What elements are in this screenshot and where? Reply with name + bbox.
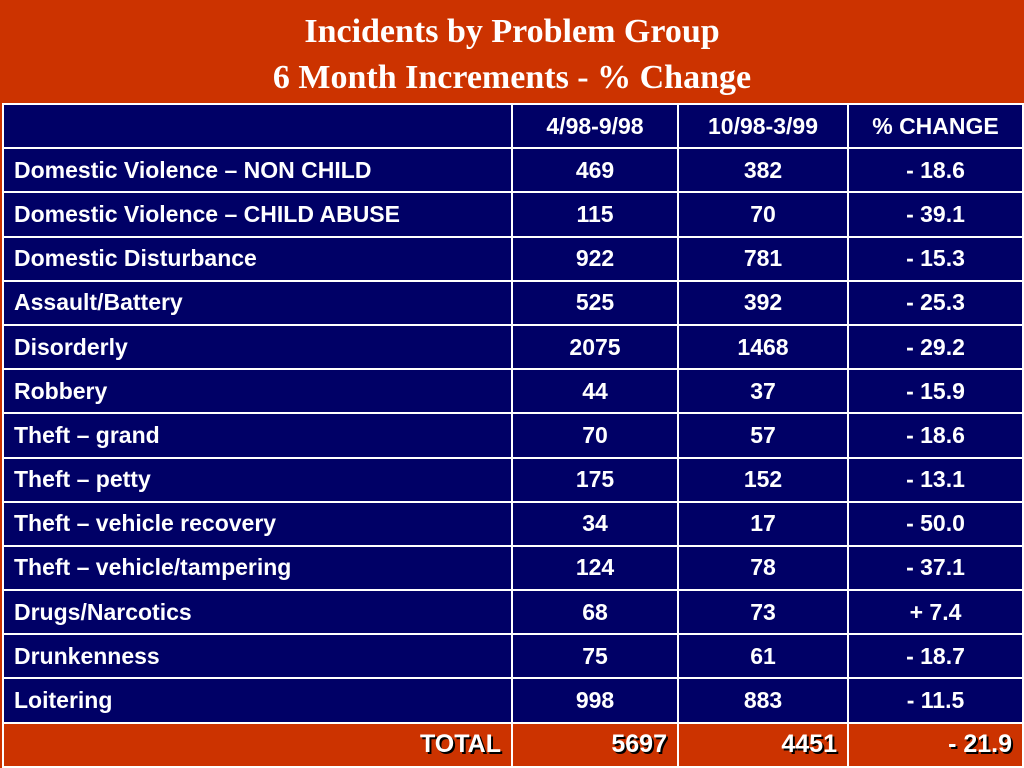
row-change-cell: - 18.7 — [847, 633, 1024, 680]
row-period1-cell: 44 — [511, 368, 679, 415]
row-change-cell: + 7.4 — [847, 589, 1024, 636]
row-change-cell: - 50.0 — [847, 500, 1024, 547]
row-group-cell: Loitering — [2, 677, 513, 724]
row-change-cell: - 18.6 — [847, 147, 1024, 194]
table-row: Disorderly 2075 1468- 29.2 — [2, 323, 1024, 371]
row-period2-cell: 61 — [677, 633, 849, 680]
slide-title: Incidents by Problem Group 6 Month Incre… — [0, 0, 1024, 103]
total-period2-cell: 4451 — [677, 721, 849, 768]
table-row: Theft – vehicle recovery 34 17- 50.0 — [2, 500, 1024, 547]
row-change-cell: - 11.5 — [847, 677, 1024, 724]
header-cell-period1: 4/98-9/98 — [511, 102, 679, 150]
row-change-cell: - 15.9 — [847, 368, 1024, 415]
row-period2-cell: 382 — [677, 147, 849, 194]
header-cell-group — [2, 102, 513, 150]
row-group-cell: Robbery — [2, 368, 513, 415]
row-group-cell: Drunkenness — [2, 633, 513, 680]
row-change-cell: - 25.3 — [847, 279, 1024, 326]
row-group-cell: Disorderly — [2, 323, 513, 371]
row-change-cell: - 18.6 — [847, 412, 1024, 459]
incidents-table-body: 4/98-9/98 10/98-3/99 % CHANGE Domestic V… — [2, 102, 1024, 768]
row-period2-cell: 392 — [677, 279, 849, 326]
row-group-cell: Domestic Disturbance — [2, 235, 513, 282]
row-period1-cell: 124 — [511, 544, 679, 592]
total-label-cell: TOTAL — [2, 721, 513, 768]
row-period1-cell: 175 — [511, 456, 679, 503]
row-group-cell: Drugs/Narcotics — [2, 589, 513, 636]
row-change-cell: - 39.1 — [847, 191, 1024, 238]
row-period2-cell: 73 — [677, 589, 849, 636]
row-period1-cell: 525 — [511, 279, 679, 326]
total-change-cell: - 21.9 — [847, 721, 1024, 768]
row-group-cell: Theft – petty — [2, 456, 513, 503]
row-group-cell: Theft – vehicle/tampering — [2, 544, 513, 592]
total-period1-cell: 5697 — [511, 721, 679, 768]
header-cell-change: % CHANGE — [847, 102, 1024, 150]
row-period2-cell: 37 — [677, 368, 849, 415]
row-change-cell: - 37.1 — [847, 544, 1024, 592]
row-period2-cell: 70 — [677, 191, 849, 238]
row-period1-cell: 68 — [511, 589, 679, 636]
table-row: Domestic Violence – NON CHILD 469 382- 18.… — [2, 147, 1024, 194]
row-period1-cell: 34 — [511, 500, 679, 547]
row-period2-cell: 781 — [677, 235, 849, 282]
row-period1-cell: 998 — [511, 677, 679, 724]
title-line-2: 6 Month Increments - % Change — [272, 59, 752, 96]
table-row: Domestic Violence – CHILD ABUSE 115 70- 39… — [2, 191, 1024, 238]
row-period2-cell: 17 — [677, 500, 849, 547]
row-period1-cell: 115 — [511, 191, 679, 238]
table-row: Loitering 998 883- 11.5 — [2, 677, 1024, 724]
row-period1-cell: 922 — [511, 235, 679, 282]
table-row: Domestic Disturbance 922 781- 15.3 — [2, 235, 1024, 282]
table-row: Assault/Battery 525 392- 25.3 — [2, 279, 1024, 326]
row-period1-cell: 70 — [511, 412, 679, 459]
row-group-cell: Domestic Violence – CHILD ABUSE — [2, 191, 513, 238]
header-cell-period2: 10/98-3/99 — [677, 102, 849, 150]
row-group-cell: Theft – grand — [2, 412, 513, 459]
table-row: Robbery 44 37- 15.9 — [2, 368, 1024, 415]
title-line-1: Incidents by Problem Group — [304, 13, 720, 50]
table-row: Theft – grand 70 57- 18.6 — [2, 412, 1024, 459]
table-row: Theft – vehicle/tampering 124 78- 37.1 — [2, 544, 1024, 592]
row-period2-cell: 57 — [677, 412, 849, 459]
row-change-cell: - 13.1 — [847, 456, 1024, 503]
table-header-row: 4/98-9/98 10/98-3/99 % CHANGE — [2, 102, 1024, 150]
row-period2-cell: 883 — [677, 677, 849, 724]
row-period1-cell: 469 — [511, 147, 679, 194]
row-period2-cell: 1468 — [677, 323, 849, 371]
table-row: Drunkenness 75 61- 18.7 — [2, 633, 1024, 680]
row-group-cell: Assault/Battery — [2, 279, 513, 326]
row-group-cell: Theft – vehicle recovery — [2, 500, 513, 547]
row-period2-cell: 152 — [677, 456, 849, 503]
incidents-table: 4/98-9/98 10/98-3/99 % CHANGE Domestic V… — [2, 102, 1024, 768]
table-row: Theft – petty 175 152- 13.1 — [2, 456, 1024, 503]
total-row: TOTAL 5697 4451- 21.9 — [2, 721, 1024, 768]
row-change-cell: - 15.3 — [847, 235, 1024, 282]
row-period1-cell: 2075 — [511, 323, 679, 371]
row-period1-cell: 75 — [511, 633, 679, 680]
row-group-cell: Domestic Violence – NON CHILD — [2, 147, 513, 194]
table-row: Drugs/Narcotics 68 73 + 7.4 — [2, 589, 1024, 636]
row-change-cell: - 29.2 — [847, 323, 1024, 371]
row-period2-cell: 78 — [677, 544, 849, 592]
